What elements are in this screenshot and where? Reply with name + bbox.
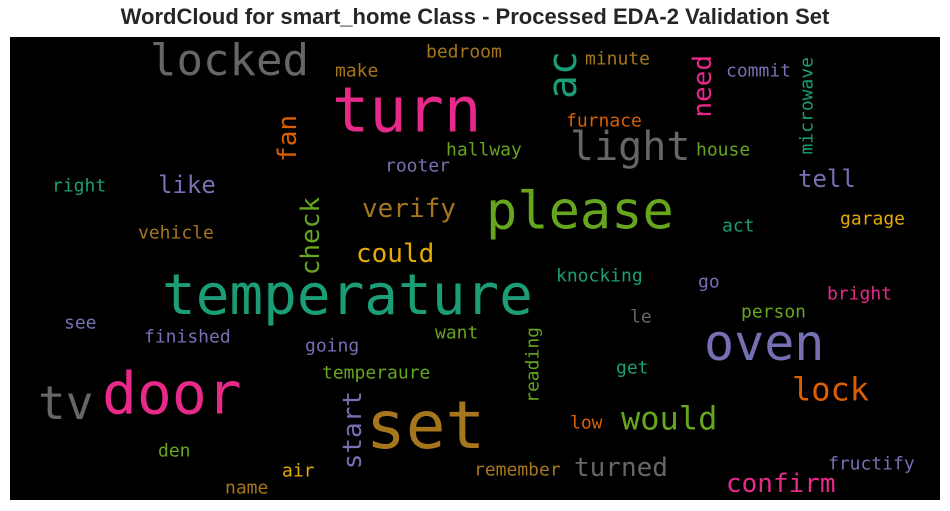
word-temperature: temperature bbox=[162, 263, 533, 328]
word-hallway: hallway bbox=[446, 139, 522, 160]
word-need: need bbox=[688, 55, 718, 118]
word-act: act bbox=[722, 215, 755, 236]
word-oven: oven bbox=[704, 314, 824, 372]
chart-title: WordCloud for smart_home Class - Process… bbox=[120, 4, 830, 29]
word-microwave: microwave bbox=[796, 57, 817, 155]
word-would: would bbox=[621, 400, 717, 438]
word-tv: tv bbox=[38, 376, 93, 430]
word-house: house bbox=[696, 139, 750, 160]
word-low: low bbox=[570, 412, 603, 433]
word-tell: tell bbox=[798, 165, 856, 193]
word-door: door bbox=[102, 359, 242, 427]
word-remember: remember bbox=[474, 459, 561, 480]
word-like: like bbox=[158, 171, 216, 199]
word-commit: commit bbox=[726, 60, 791, 81]
word-light: light bbox=[570, 124, 690, 170]
word-check: check bbox=[296, 197, 326, 276]
word-knocking: knocking bbox=[556, 265, 643, 286]
word-person: person bbox=[741, 301, 806, 322]
word-le: le bbox=[630, 306, 652, 327]
word-bright: bright bbox=[827, 283, 892, 304]
word-finished: finished bbox=[144, 326, 231, 347]
word-air: air bbox=[282, 460, 315, 481]
word-turned: turned bbox=[574, 453, 668, 483]
word-garage: garage bbox=[840, 208, 905, 229]
word-go: go bbox=[698, 271, 720, 292]
word-start: start bbox=[338, 391, 368, 469]
word-going: going bbox=[305, 335, 359, 356]
word-fan: fan bbox=[273, 115, 303, 162]
word-locked: locked bbox=[150, 37, 309, 86]
word-reading: reading bbox=[522, 327, 543, 403]
word-see: see bbox=[64, 312, 97, 333]
word-fructify: fructify bbox=[828, 453, 915, 474]
word-minute: minute bbox=[585, 48, 650, 69]
word-right: right bbox=[52, 175, 106, 196]
word-confirm: confirm bbox=[726, 469, 836, 499]
word-verify: verify bbox=[362, 194, 456, 224]
word-make: make bbox=[335, 60, 378, 81]
word-get: get bbox=[616, 357, 649, 378]
word-could: could bbox=[356, 239, 434, 269]
word-den: den bbox=[158, 440, 191, 461]
word-name: name bbox=[225, 477, 268, 498]
word-set: set bbox=[366, 387, 485, 464]
word-temperaure: temperaure bbox=[322, 362, 430, 383]
word-vehicle: vehicle bbox=[138, 222, 214, 243]
word-want: want bbox=[435, 322, 478, 343]
word-bedroom: bedroom bbox=[426, 41, 502, 62]
word-ac: ac bbox=[540, 51, 586, 99]
word-please: please bbox=[486, 182, 674, 242]
wordcloud-svg: temperature turn set door please oven locked li… bbox=[38, 37, 915, 499]
word-lock: lock bbox=[792, 371, 869, 409]
wordcloud-canvas: temperature turn set door please oven locked li… bbox=[10, 37, 940, 500]
word-rooter: rooter bbox=[385, 155, 450, 176]
word-turn: turn bbox=[332, 74, 481, 147]
word-furnace: furnace bbox=[566, 110, 642, 131]
